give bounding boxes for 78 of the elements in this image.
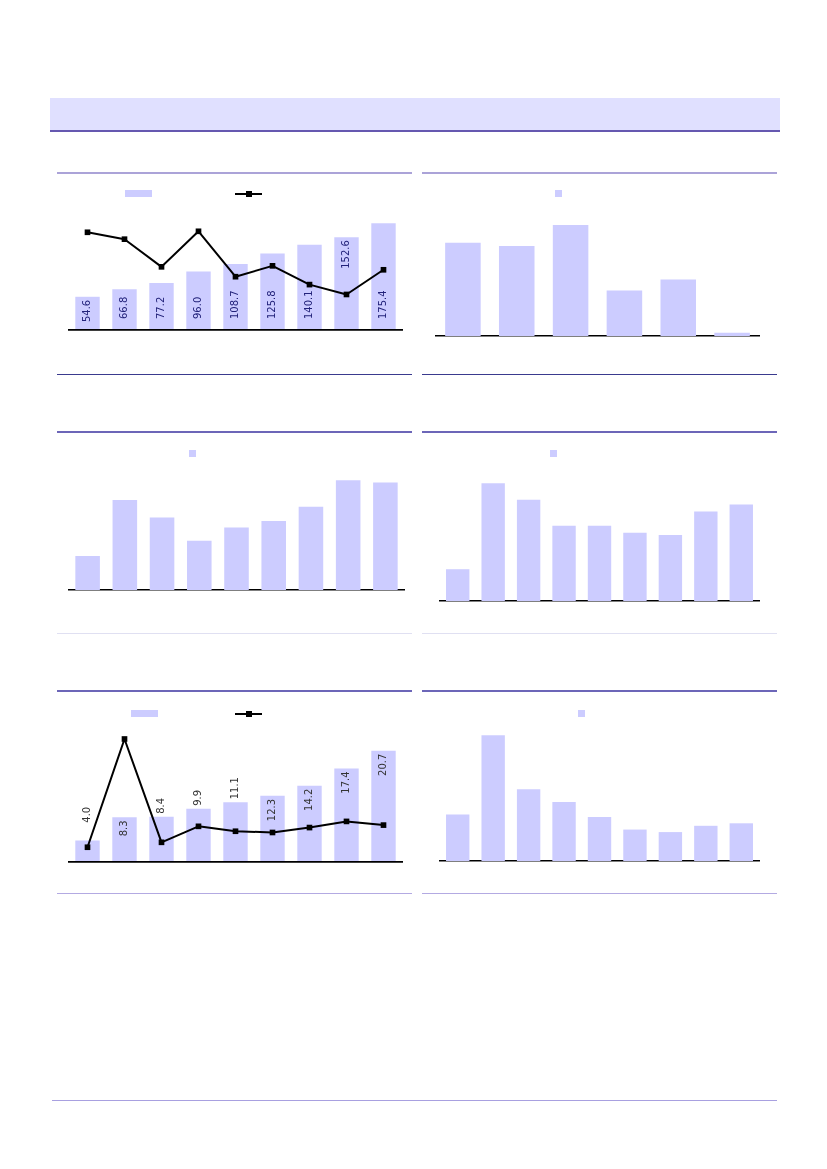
bar: [149, 283, 174, 330]
bar: [371, 750, 396, 862]
bar: [552, 525, 576, 601]
bar: [498, 246, 535, 336]
bar: [714, 332, 750, 336]
bar: [587, 525, 612, 601]
bar: [149, 816, 174, 862]
bar: [223, 263, 248, 330]
bar: [729, 823, 753, 861]
data-label: 108.7: [229, 290, 241, 319]
bar: [552, 801, 576, 861]
bar: [660, 279, 697, 336]
bar: [186, 540, 212, 590]
point: [380, 266, 387, 273]
data-label: 12.3: [266, 798, 278, 822]
point: [158, 839, 165, 846]
bar: [224, 527, 249, 590]
point: [232, 828, 239, 835]
bar: [445, 242, 481, 336]
data-label: 77.2: [155, 296, 167, 319]
bar: [694, 825, 718, 861]
point: [121, 736, 128, 742]
data-label: 4.0: [81, 806, 93, 823]
bar: [334, 237, 359, 330]
bar: [446, 569, 470, 601]
bar: [75, 555, 100, 590]
bar: [112, 500, 138, 590]
bar: [186, 271, 211, 330]
data-label: 125.8: [266, 290, 278, 319]
data-label: 20.7: [377, 753, 389, 776]
data-label: 11.1: [229, 777, 241, 800]
point: [269, 263, 276, 269]
point: [380, 822, 387, 828]
bar: [658, 832, 683, 861]
bar: [516, 789, 541, 861]
bar: [297, 785, 322, 862]
data-label: 8.3: [118, 820, 130, 837]
data-label: 175.4: [377, 290, 389, 319]
bar: [371, 223, 396, 330]
point: [84, 229, 91, 236]
data-label: 66.8: [118, 296, 130, 319]
bar: [260, 253, 285, 330]
data-label: 9.9: [192, 789, 204, 806]
bar: [587, 817, 612, 861]
data-label: 96.0: [192, 296, 204, 319]
data-label: 54.6: [81, 299, 93, 323]
bar: [516, 499, 541, 601]
bar: [694, 511, 718, 601]
data-label: 140.1: [303, 290, 315, 319]
point: [121, 236, 128, 243]
bar: [223, 802, 248, 862]
bar: [373, 482, 398, 590]
point: [158, 264, 165, 270]
bar: [260, 795, 285, 862]
bar: [75, 840, 100, 862]
bar: [658, 535, 683, 601]
data-label: 152.6: [340, 240, 352, 269]
bar: [334, 768, 359, 862]
bar: [446, 814, 470, 861]
bar: [149, 517, 175, 590]
bar: [623, 532, 647, 601]
bar: [729, 504, 753, 601]
bar: [623, 829, 647, 861]
bar: [335, 480, 361, 590]
bar: [552, 225, 589, 336]
bar: [297, 244, 322, 330]
data-label: 8.4: [155, 797, 167, 814]
bar: [112, 817, 137, 862]
data-label: 17.4: [340, 771, 352, 794]
point: [232, 273, 239, 280]
bar: [481, 735, 505, 861]
point: [195, 228, 202, 235]
bar: [481, 483, 505, 601]
bar: [186, 808, 211, 862]
data-label: 14.2: [303, 788, 315, 811]
bar: [261, 520, 287, 590]
bar: [298, 506, 324, 590]
bar: [606, 290, 643, 336]
